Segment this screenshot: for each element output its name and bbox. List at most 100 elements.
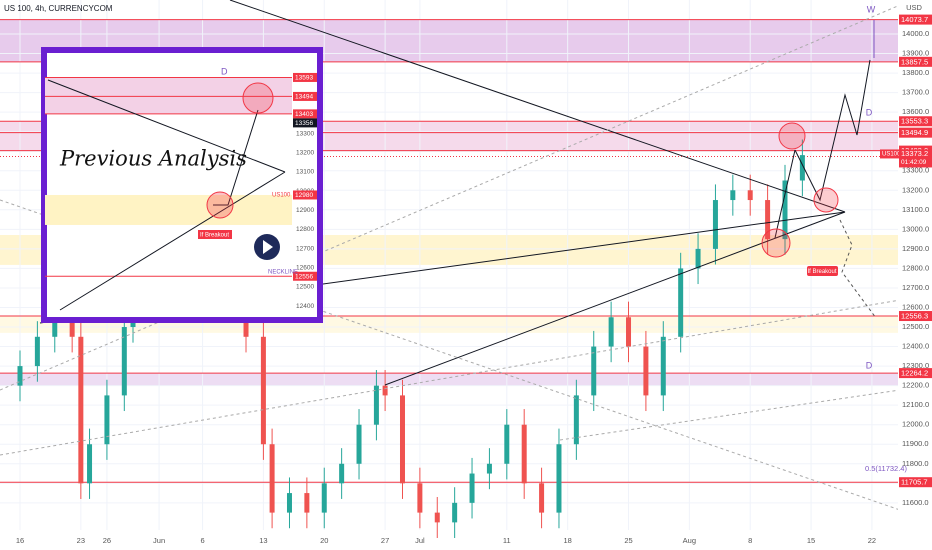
candle-body (269, 444, 275, 513)
inset-tag (293, 91, 317, 101)
symbol-label: US100 (882, 152, 901, 158)
price-tag (899, 477, 932, 488)
candle-body (339, 463, 345, 484)
x-tick-label: 23 (77, 536, 85, 545)
x-tick-label: 26 (103, 536, 111, 545)
x-tick-label: 13 (259, 536, 267, 545)
candle-body (321, 483, 327, 513)
candle-body (52, 317, 58, 337)
inset-tick-label: 12500 (296, 284, 314, 291)
inset-tag (293, 271, 317, 281)
breakout-tag (807, 266, 838, 276)
candle-body (712, 200, 718, 249)
candle-body (747, 190, 753, 201)
y-tick-label: 11600.0 (902, 498, 929, 507)
price-tag (899, 368, 932, 379)
x-tick-label: 16 (16, 536, 24, 545)
x-tick-label: 8 (748, 536, 752, 545)
inset-zone (45, 77, 292, 114)
fib-label: 0.5(11732.4) (865, 464, 907, 473)
price-tag-label: 13857.5 (901, 57, 928, 66)
current-tag (899, 149, 932, 168)
chart-title: US 100, 4h, CURRENCYCOM (4, 4, 113, 13)
candle-body (304, 493, 310, 513)
inset-breakout: If Breakout (200, 233, 229, 239)
candle-body (373, 385, 379, 425)
x-tick-label: 11 (503, 536, 511, 545)
candle-body (434, 512, 440, 523)
y-tick-label: 13900.0 (902, 49, 929, 58)
price-tag-label: 14073.7 (901, 15, 928, 24)
inset-zone (45, 194, 292, 225)
candle-body (286, 493, 292, 513)
inset-last-label: 13356 (295, 120, 313, 127)
candle-body (695, 248, 701, 269)
y-tick-label: 12100.0 (902, 400, 929, 409)
y-tick-label: 12800.0 (902, 263, 929, 272)
inset-tick-label: 12700 (296, 245, 314, 252)
candle-body (399, 395, 405, 484)
candle-body (678, 268, 684, 337)
candle-body (469, 473, 475, 503)
candle-body (765, 200, 771, 240)
candle-body (104, 395, 110, 445)
inset-tag (293, 109, 317, 119)
zone (0, 373, 898, 386)
y-tick-label: 11900.0 (902, 439, 929, 448)
candle-body (573, 395, 579, 445)
x-tick-label: 20 (320, 536, 328, 545)
inset-tick-label: 12800 (296, 226, 314, 233)
y-tick-label: 13700.0 (902, 88, 929, 97)
y-tick-label: 11800.0 (902, 459, 929, 468)
inset-tick-label: 13100 (296, 169, 314, 176)
price-tag-label: 13553.3 (901, 117, 928, 126)
inset-last-tag (293, 118, 317, 128)
inset-tick-label: 12400 (296, 303, 314, 310)
inset-breakout-tag (198, 230, 232, 239)
inset-wave: D (221, 66, 228, 76)
y-tick-label: 13300.0 (902, 166, 929, 175)
inset-tick-label: 13300 (296, 130, 314, 137)
inset-tick-label: 13200 (296, 150, 314, 157)
candle-body (417, 483, 423, 513)
y-tick-label: 12000.0 (902, 420, 929, 429)
price-tag-label: 11705.7 (901, 478, 928, 487)
x-tick-label: 18 (563, 536, 571, 545)
y-tick-label: 13200.0 (902, 185, 929, 194)
x-tick-label: 15 (807, 536, 815, 545)
x-tick-label: 27 (381, 536, 389, 545)
inset-tag-label: 13403 (295, 111, 313, 118)
y-tick-label: 12700.0 (902, 283, 929, 292)
candle-body (382, 385, 388, 396)
current-price: 13373.2 (901, 149, 928, 158)
candle-body (626, 317, 632, 347)
y-tick-label: 13100.0 (902, 205, 929, 214)
candle-body (660, 336, 666, 396)
x-tick-label: 22 (868, 536, 876, 545)
wave-label: D (866, 107, 873, 117)
candle-body (121, 327, 127, 396)
play-icon (263, 240, 273, 254)
price-tag-label: 12556.3 (901, 312, 928, 321)
candle-body (643, 346, 649, 396)
symbol-tag (880, 149, 899, 159)
inset-neckline: NECKLINE (268, 270, 298, 276)
y-tick-label: 12200.0 (902, 381, 929, 390)
inset-drawing (47, 79, 286, 311)
price-axis (898, 0, 932, 550)
candle-body (730, 190, 736, 201)
x-tick-label: Jul (415, 536, 425, 545)
candle-body (556, 444, 562, 513)
inset-tag-label: 12556 (295, 273, 313, 280)
candle-body (17, 366, 23, 386)
inset-circle (242, 82, 274, 114)
candle-body (799, 155, 805, 181)
candle-body (539, 483, 545, 513)
x-tick-label: Jun (153, 536, 165, 545)
y-tick-label: 13600.0 (902, 107, 929, 116)
y-tick-label: 12400.0 (902, 342, 929, 351)
candle-body (78, 336, 84, 484)
x-tick-label: 6 (200, 536, 204, 545)
candle-body (591, 346, 597, 396)
